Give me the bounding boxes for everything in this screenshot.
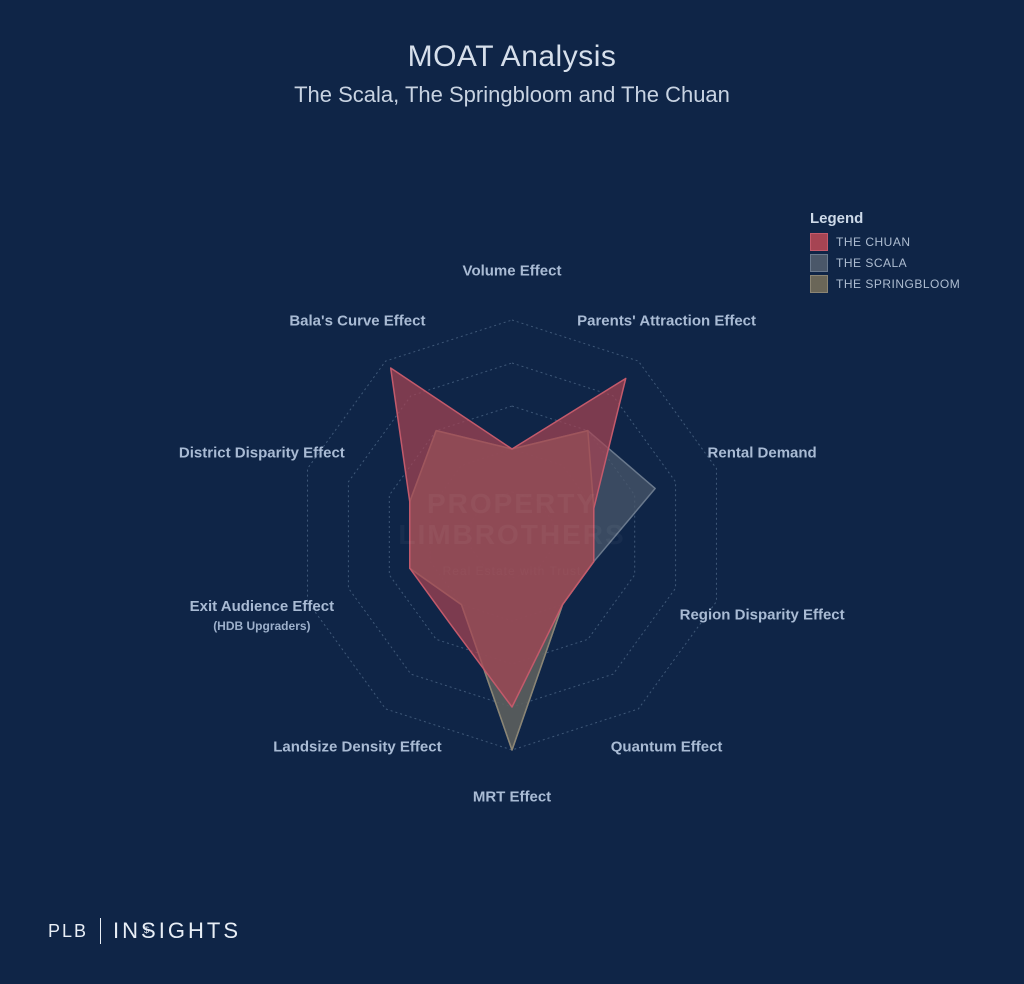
chart-container: MOAT Analysis The Scala, The Springbloom… [0,0,1024,984]
legend-swatch [810,233,828,251]
divider [100,918,101,944]
legend-item: THE CHUAN [810,233,960,251]
chart-title: MOAT Analysis [0,40,1024,74]
series-the-chuan [391,368,626,707]
chart-subtitle: The Scala, The Springbloom and The Chuan [0,82,1024,108]
brand-main: INS$IGHTS [113,918,241,944]
radar-chart: PROPERTY LIMBROTHERS Real Estate with Tr… [152,255,872,815]
legend-title: Legend [810,210,960,227]
brand-prefix: PLB [48,921,88,942]
radar-svg [152,255,872,815]
legend-label: THE CHUAN [836,235,911,249]
footer-logo: PLB INS$IGHTS [48,918,241,944]
